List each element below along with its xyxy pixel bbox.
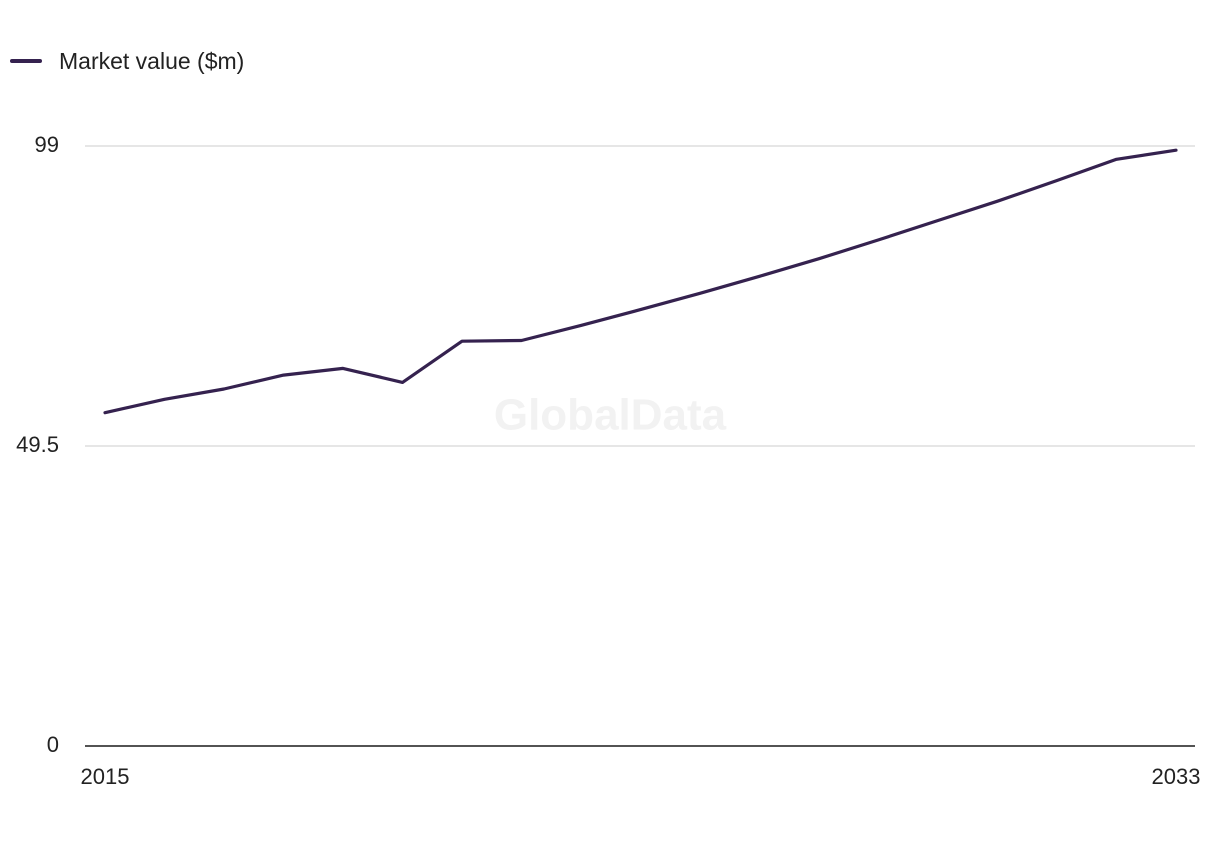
x-tick-label: 2015: [81, 764, 130, 789]
y-tick-label: 99: [35, 132, 59, 157]
watermark: GlobalData: [494, 391, 727, 440]
series-line: [103, 148, 1178, 415]
legend: Market value ($m): [10, 48, 244, 74]
x-tick-label: 2033: [1152, 764, 1201, 789]
legend-label: Market value ($m): [59, 47, 245, 74]
series-layer: [103, 148, 1178, 415]
x-axis: 2015 2033: [81, 764, 1201, 789]
gridlines: [85, 145, 1195, 747]
y-tick-label: 0: [47, 732, 59, 757]
y-axis: 0 49.5 99: [16, 132, 59, 757]
y-tick-label: 49.5: [16, 432, 59, 457]
legend-swatch: [10, 59, 42, 63]
